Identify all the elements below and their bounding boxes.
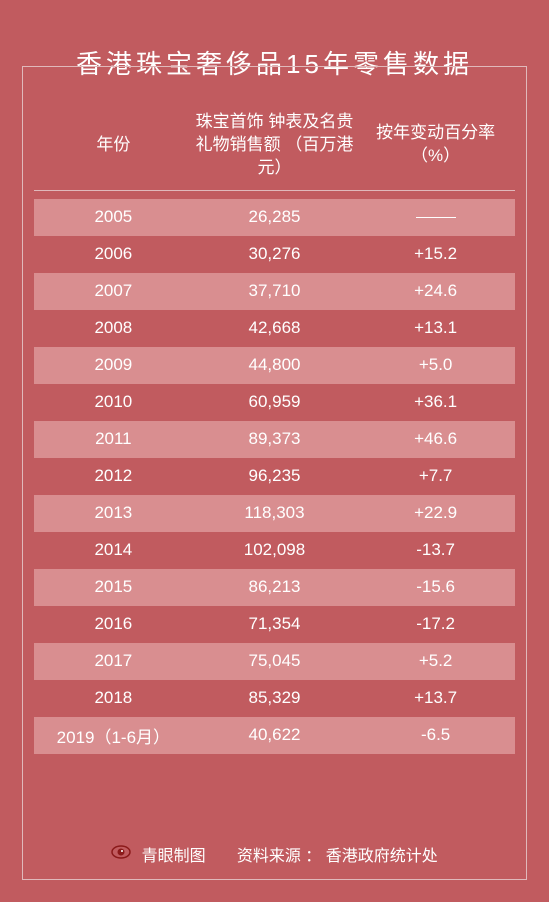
footer-source-label: 资料来源 xyxy=(237,848,301,865)
footer-credit: 青眼制图 xyxy=(142,848,206,865)
footer-source-value: 香港政府统计处 xyxy=(326,848,438,865)
outer-frame xyxy=(22,66,527,880)
eye-icon xyxy=(111,845,131,864)
footer-colon: ： xyxy=(305,848,325,865)
footer: 青眼制图 资料来源 ： 香港政府统计处 xyxy=(0,842,549,866)
footer-gap xyxy=(210,845,232,862)
